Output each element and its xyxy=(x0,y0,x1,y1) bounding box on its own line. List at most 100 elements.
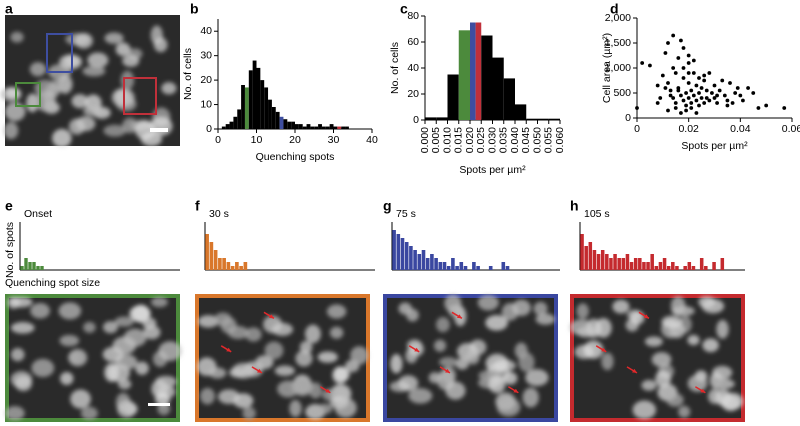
bar xyxy=(40,266,44,270)
cell xyxy=(59,54,83,70)
point xyxy=(717,88,722,93)
bar xyxy=(28,262,32,270)
cell xyxy=(245,327,262,342)
cell xyxy=(218,389,240,405)
point xyxy=(658,96,663,100)
cell xyxy=(229,367,247,378)
point xyxy=(751,91,756,95)
cell xyxy=(488,375,506,394)
point xyxy=(702,101,707,105)
bar xyxy=(404,242,409,270)
point xyxy=(676,88,681,93)
point xyxy=(764,103,769,108)
bar xyxy=(458,30,470,120)
cell xyxy=(518,352,535,373)
cell xyxy=(304,324,321,344)
bar xyxy=(683,266,687,270)
bar xyxy=(503,78,515,120)
point xyxy=(730,101,735,105)
point xyxy=(686,96,691,100)
roi-box xyxy=(15,82,41,107)
cell xyxy=(583,340,604,359)
point xyxy=(699,96,704,100)
cell xyxy=(158,341,182,361)
cell xyxy=(104,362,120,383)
cell xyxy=(30,302,50,319)
panel-letter: a xyxy=(5,1,13,17)
cell xyxy=(161,82,177,95)
point xyxy=(666,108,670,113)
bar xyxy=(447,74,459,120)
cells xyxy=(389,294,556,417)
x-tick-label: 0.005 xyxy=(430,127,442,153)
arrow-head xyxy=(643,314,649,319)
cell xyxy=(716,319,729,339)
bar xyxy=(425,258,430,270)
arrow-head xyxy=(226,347,232,352)
bar xyxy=(314,126,319,129)
bar xyxy=(642,262,646,270)
y-axis-label: No. of spots xyxy=(4,222,16,278)
cell xyxy=(289,399,302,418)
bar xyxy=(268,99,272,129)
bar xyxy=(596,254,601,270)
panel-letter: e xyxy=(5,198,13,214)
x-tick-label: 0 xyxy=(634,123,640,135)
cell xyxy=(398,375,419,392)
cell xyxy=(601,352,614,371)
point xyxy=(702,78,707,83)
bar xyxy=(229,121,234,129)
bar xyxy=(666,266,671,270)
cell xyxy=(118,378,132,390)
cell xyxy=(123,328,147,347)
point xyxy=(722,93,727,98)
cell xyxy=(687,374,708,392)
cell xyxy=(10,296,33,308)
bar xyxy=(481,35,493,120)
cell xyxy=(135,361,149,375)
panel-letter: f xyxy=(195,198,200,214)
bar xyxy=(600,250,605,270)
bar xyxy=(584,246,588,270)
cell xyxy=(331,385,350,401)
x-axis-label: Spots per µm² xyxy=(459,164,526,176)
x-tick-label: 0.025 xyxy=(475,127,487,153)
bar xyxy=(654,266,659,270)
y-tick-label: 30 xyxy=(200,49,212,61)
bar xyxy=(221,126,226,129)
cell xyxy=(154,393,171,406)
x-tick-label: 0.04 xyxy=(730,123,751,135)
cell xyxy=(428,372,441,384)
point xyxy=(694,83,699,88)
cell xyxy=(666,393,684,407)
bar xyxy=(548,118,560,120)
cell xyxy=(143,325,161,340)
cell xyxy=(644,336,663,347)
cell xyxy=(630,310,645,325)
cells xyxy=(4,296,182,421)
cell xyxy=(641,379,657,391)
point xyxy=(668,88,673,93)
bar xyxy=(271,107,276,129)
bar xyxy=(417,254,422,270)
panel-letter: b xyxy=(190,1,199,17)
cell xyxy=(406,308,419,322)
bar xyxy=(621,258,626,270)
cell xyxy=(655,370,672,388)
y-tick-label: 2,000 xyxy=(605,12,631,24)
bar xyxy=(421,250,426,270)
bar xyxy=(325,126,330,129)
bar xyxy=(459,262,464,270)
bar xyxy=(712,262,716,270)
bar xyxy=(333,126,338,129)
point xyxy=(746,86,750,90)
bar xyxy=(260,80,265,129)
point xyxy=(640,61,645,65)
bar xyxy=(625,254,630,270)
point xyxy=(648,63,652,68)
bar xyxy=(609,258,613,270)
bar xyxy=(248,70,253,129)
bar xyxy=(329,124,334,129)
bar xyxy=(226,262,231,270)
